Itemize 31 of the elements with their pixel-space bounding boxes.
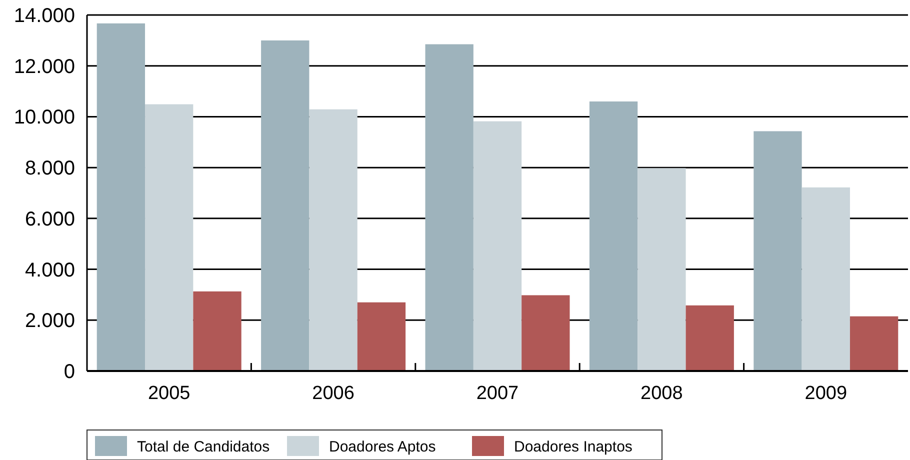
- bar: [473, 121, 522, 371]
- x-tick-label: 2007: [476, 383, 519, 404]
- y-tick-label: 10.000: [14, 106, 75, 129]
- bar: [425, 44, 474, 371]
- bar: [754, 131, 802, 371]
- bar: [850, 316, 898, 371]
- bar: [309, 109, 358, 371]
- legend-label: Doadores Aptos: [329, 438, 436, 456]
- y-tick-label: 8.000: [24, 158, 75, 180]
- bar: [193, 291, 242, 371]
- x-tick-label: 2006: [312, 383, 354, 404]
- x-tick-label: 2005: [148, 383, 190, 404]
- bar: [96, 23, 146, 371]
- bar: [261, 40, 310, 371]
- y-tick-label: 4.000: [24, 259, 75, 282]
- bar: [638, 168, 686, 371]
- bar: [686, 305, 734, 371]
- y-tick-label: 6.000: [24, 208, 75, 230]
- x-tick-label: 2008: [640, 383, 683, 404]
- x-tick-label: 2009: [804, 383, 848, 404]
- legend-label: Total de Candidatos: [137, 438, 270, 456]
- y-tick-label: 0: [64, 361, 75, 383]
- y-tick-label: 12.000: [14, 56, 75, 78]
- y-tick-label: 2.000: [24, 310, 75, 332]
- bar: [145, 104, 194, 371]
- bar: [522, 295, 570, 371]
- legend-label: Doadores Inaptos: [514, 438, 632, 456]
- y-tick-label: 14.000: [14, 5, 75, 27]
- bar: [802, 187, 850, 371]
- bar: [589, 101, 638, 371]
- bar: [357, 302, 406, 371]
